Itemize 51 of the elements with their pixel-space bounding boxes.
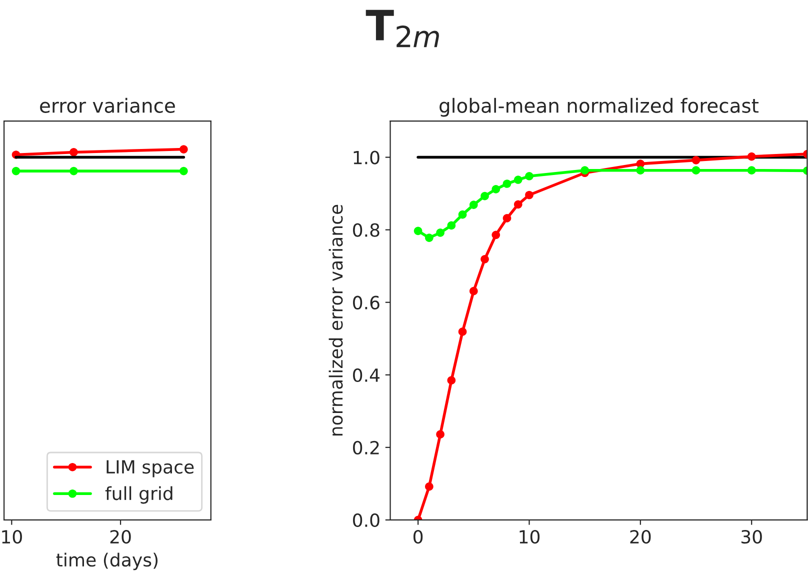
point — [514, 176, 522, 184]
point — [447, 221, 456, 230]
chart-title: global-mean normalized forecast — [440, 98, 759, 117]
y-tick-label: 0.8 — [353, 223, 380, 237]
point — [70, 148, 78, 156]
point — [580, 166, 589, 174]
point — [502, 214, 512, 222]
point — [425, 234, 434, 242]
point — [692, 156, 700, 164]
point — [492, 230, 500, 240]
point — [12, 166, 20, 176]
point — [492, 185, 500, 194]
point — [502, 180, 512, 188]
point — [480, 192, 489, 200]
point — [70, 166, 78, 176]
legend-label: LIM space — [106, 460, 194, 478]
y-tick-label: 0.0 — [353, 513, 380, 528]
point — [458, 328, 467, 336]
point — [458, 210, 467, 219]
y-tick-label: 0.4 — [353, 368, 380, 382]
y-tick-label: 0.6 — [353, 296, 380, 310]
point — [636, 166, 645, 174]
point — [469, 286, 478, 296]
x-tick-label: 10 — [2, 530, 22, 544]
chart-title: error variance — [40, 98, 175, 113]
point — [692, 166, 700, 174]
point — [447, 376, 456, 384]
point — [514, 200, 522, 209]
point — [436, 228, 444, 237]
x-tick-label: 0 — [414, 530, 423, 544]
point — [425, 482, 434, 491]
point — [180, 145, 188, 154]
point — [469, 200, 478, 209]
x-tick-label: 20 — [630, 530, 651, 544]
point — [480, 255, 489, 264]
x-axis-title: time (days) — [56, 552, 158, 570]
x-tick-label: 10 — [520, 530, 540, 544]
y-tick-label: 1.0 — [354, 150, 380, 164]
x-tick-label: 30 — [741, 530, 762, 544]
y-tick-label: 0.2 — [353, 440, 379, 455]
y-axis-title: normalized error variance — [328, 204, 343, 436]
point — [180, 166, 188, 176]
point — [747, 152, 756, 161]
point — [436, 430, 444, 439]
point — [525, 172, 534, 180]
legend-label: full grid — [105, 486, 172, 504]
point — [747, 166, 756, 174]
text: T$_{2m}$ — [366, 10, 439, 48]
point — [525, 190, 534, 200]
x-tick-label: 20 — [110, 530, 131, 544]
point — [414, 226, 422, 236]
